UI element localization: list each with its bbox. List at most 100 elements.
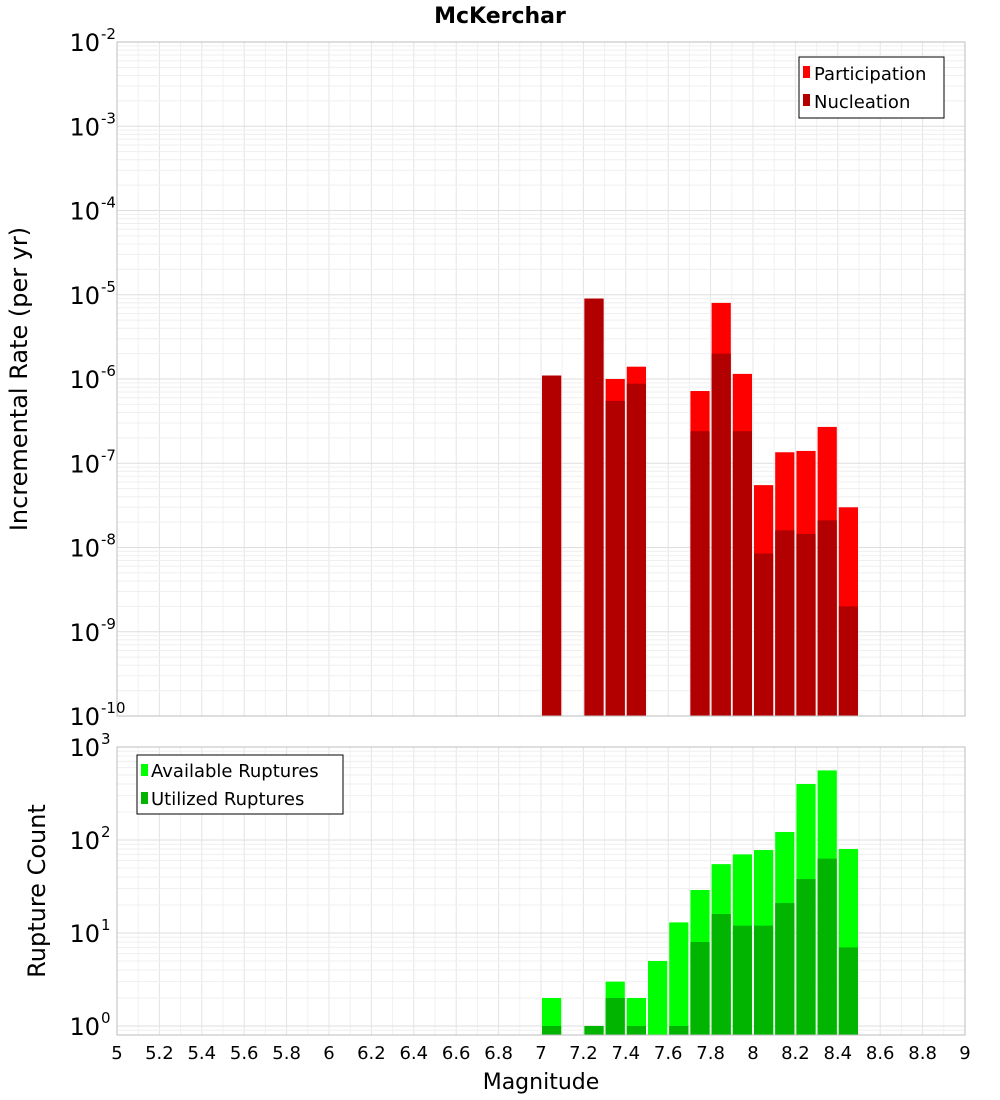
nucleation-bar (732, 431, 752, 716)
y-tick-label: 10 (69, 734, 100, 762)
x-tick-label: 9 (959, 1043, 970, 1064)
utilized-bar (711, 914, 731, 1035)
utilized-bar (669, 1025, 689, 1035)
y-tick-exponent: -2 (101, 25, 116, 43)
x-axis-label: Magnitude (483, 1070, 600, 1095)
rate-grid (116, 41, 966, 717)
count-bars (542, 770, 858, 1035)
rate-bars (542, 298, 858, 716)
x-tick-label: 6 (323, 1043, 334, 1064)
y-tick-exponent: -5 (101, 278, 116, 296)
available-bar (648, 960, 668, 1035)
y-tick-label: 10 (69, 198, 100, 226)
count-legend: Available Ruptures Utilized Ruptures (136, 754, 344, 815)
y-tick-label: 10 (69, 450, 100, 478)
x-tick-label: 5 (111, 1043, 122, 1064)
y-tick-exponent: -7 (101, 446, 116, 464)
utilized-bar (690, 942, 710, 1035)
available-legend-swatch (141, 764, 148, 776)
y-tick-label: 10 (69, 366, 100, 394)
rate-legend-box (798, 56, 945, 119)
y-tick-exponent: -10 (101, 699, 126, 717)
available-bar (626, 997, 646, 1035)
nucleation-bar (690, 431, 710, 716)
nucleation-bar (817, 520, 837, 716)
y-tick-label: 10 (69, 920, 100, 948)
utilized-bar (732, 925, 752, 1035)
utilized-bar (796, 879, 816, 1035)
utilized-bar (542, 1025, 562, 1035)
x-tick-label: 8.6 (866, 1043, 895, 1064)
rate-y-axis-label: Incremental Rate (per yr) (5, 227, 33, 531)
x-tick-label: 6.8 (484, 1043, 513, 1064)
y-tick-label: 10 (69, 1013, 100, 1041)
utilized-bar (775, 903, 795, 1035)
available-bar (542, 997, 562, 1035)
x-tick-label: 7.2 (569, 1043, 598, 1064)
utilized-bar (817, 858, 837, 1035)
utilized-bar (838, 947, 858, 1035)
magnitude-x-ticks: 5 5.2 5.4 5.6 5.8 6 6.2 6.4 6.6 6.8 7 7.2 7.4 7.6 7.8 8… (111, 1043, 970, 1064)
chart-title: McKerchar (434, 4, 566, 29)
y-tick-label: 10 (69, 703, 100, 731)
x-tick-label: 5.4 (187, 1043, 216, 1064)
nucleation-legend-swatch (803, 94, 810, 106)
utilized-legend-swatch (141, 792, 148, 804)
x-tick-label: 5.8 (272, 1043, 301, 1064)
x-tick-label: 6.2 (357, 1043, 386, 1064)
utilized-bar (626, 1025, 646, 1035)
y-tick-label: 10 (69, 113, 100, 141)
utilized-legend-label: Utilized Ruptures (151, 789, 304, 810)
participation-legend-label: Participation (814, 64, 926, 85)
y-tick-label: 10 (69, 29, 100, 57)
y-tick-exponent: -3 (101, 109, 116, 127)
x-tick-label: 7 (535, 1043, 546, 1064)
rate-plot-frame (116, 41, 966, 717)
x-tick-label: 8.2 (781, 1043, 810, 1064)
y-tick-exponent: 3 (101, 730, 111, 748)
x-tick-label: 8.8 (908, 1043, 937, 1064)
count-y-axis-label: Rupture Count (23, 804, 51, 978)
x-tick-label: 6.4 (399, 1043, 428, 1064)
available-legend-label: Available Ruptures (151, 761, 319, 782)
y-tick-label: 10 (69, 827, 100, 855)
x-tick-label: 7.6 (654, 1043, 683, 1064)
nucleation-bar (626, 383, 646, 716)
utilized-bar (605, 997, 625, 1035)
y-tick-exponent: 1 (101, 916, 111, 934)
nucleation-bar (754, 553, 774, 716)
y-tick-exponent: 0 (101, 1009, 111, 1027)
utilized-bar (754, 925, 774, 1035)
x-tick-label: 8.4 (823, 1043, 852, 1064)
nucleation-bar (796, 533, 816, 716)
x-tick-label: 5.6 (230, 1043, 259, 1064)
y-tick-exponent: -9 (101, 615, 116, 633)
x-tick-label: 7.8 (696, 1043, 725, 1064)
nucleation-bar (605, 400, 625, 716)
rate-legend: Participation Nucleation (798, 56, 945, 119)
nucleation-bar (711, 353, 731, 716)
x-tick-label: 8 (747, 1043, 758, 1064)
utilized-bar (584, 1025, 604, 1035)
available-bar (669, 922, 689, 1035)
x-tick-label: 7.4 (611, 1043, 640, 1064)
y-tick-label: 10 (69, 619, 100, 647)
nucleation-legend-label: Nucleation (814, 92, 910, 113)
y-tick-exponent: -4 (101, 194, 116, 212)
nucleation-bar (775, 530, 795, 716)
y-tick-label: 10 (69, 535, 100, 563)
participation-legend-swatch (803, 66, 810, 78)
count-plot-frame (116, 746, 966, 1036)
y-tick-exponent: -6 (101, 362, 116, 380)
y-tick-exponent: -8 (101, 531, 116, 549)
nucleation-bar (584, 298, 604, 716)
nucleation-bar (838, 606, 858, 716)
x-tick-label: 5.2 (145, 1043, 174, 1064)
y-tick-label: 10 (69, 282, 100, 310)
count-legend-box (136, 754, 344, 815)
